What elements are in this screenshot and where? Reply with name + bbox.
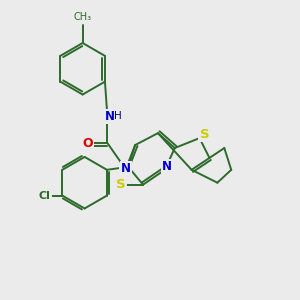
Text: S: S <box>200 128 209 141</box>
Text: O: O <box>120 164 130 177</box>
Text: N: N <box>105 110 116 123</box>
Text: N: N <box>162 160 172 173</box>
Text: S: S <box>116 178 126 191</box>
Text: N: N <box>121 162 131 175</box>
Text: O: O <box>82 136 93 150</box>
Text: CH₃: CH₃ <box>74 12 92 22</box>
Text: Cl: Cl <box>38 190 50 201</box>
Text: H: H <box>114 111 122 121</box>
